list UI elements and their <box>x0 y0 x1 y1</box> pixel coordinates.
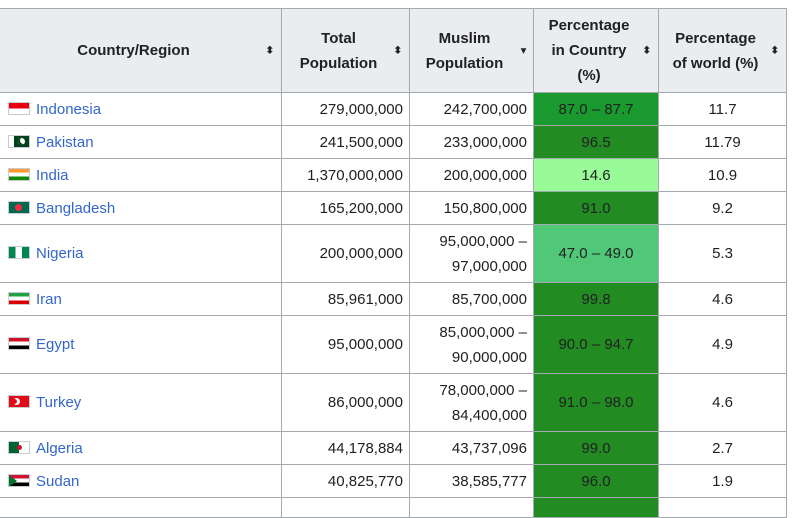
muslim-population-table: Country/Region ⬍ Total Population ⬍ Muslim… <box>0 8 787 518</box>
country-cell: Indonesia <box>0 92 282 126</box>
country-link[interactable]: Bangladesh <box>36 199 116 217</box>
total-population-cell <box>281 497 410 518</box>
muslim-population-cell: 200,000,000 <box>409 158 534 192</box>
country-cell: Sudan <box>0 464 282 498</box>
flag-nigeria-icon <box>8 246 30 259</box>
flag-turkey-icon <box>8 395 30 408</box>
percentage-in-country-cell: 90.0 – 94.7 <box>533 315 659 374</box>
muslim-population-cell: 78,000,000 – 84,400,000 <box>409 373 534 432</box>
flag-algeria-icon <box>8 440 30 454</box>
country-cell: Algeria <box>0 431 282 465</box>
country-cell: Iran <box>0 282 282 316</box>
percentage-in-country-cell: 96.5 <box>533 125 659 159</box>
flag-bangladesh-icon <box>8 200 30 214</box>
total-population-cell: 86,000,000 <box>281 373 410 432</box>
table-row: Iran 85,961,000 85,700,000 99.8 4.6 <box>0 282 787 316</box>
muslim-population-cell: 150,800,000 <box>409 191 534 225</box>
flag-india-icon <box>8 167 30 181</box>
flag-sudan-icon <box>8 473 30 487</box>
country-link[interactable]: Egypt <box>36 336 75 353</box>
percentage-of-world-cell: 11.7 <box>658 92 787 126</box>
country-link[interactable]: Sudan <box>36 472 80 490</box>
header-percentage-in-country[interactable]: Percentage in Country (%) ⬍ <box>533 8 659 93</box>
percentage-in-country-cell: 99.8 <box>533 282 659 316</box>
table-row: Bangladesh 165,200,000 150,800,000 91.0 9.2 <box>0 191 787 225</box>
total-population-cell: 279,000,000 <box>281 92 410 126</box>
total-population-cell: 200,000,000 <box>281 224 410 283</box>
table-row: Egypt 95,000,000 85,000,000 – 90,000,000 90… <box>0 315 787 374</box>
muslim-population-cell: 43,737,096 <box>409 431 534 465</box>
muslim-population-cell: 233,000,000 <box>409 125 534 159</box>
country-cell: Egypt <box>0 315 282 374</box>
percentage-of-world-cell: 10.9 <box>658 158 787 192</box>
percentage-in-country-cell: 91.0 – 98.0 <box>533 373 659 432</box>
table-row: India 1,370,000,000 200,000,000 14.6 10.9 <box>0 158 787 192</box>
country-cell <box>0 497 282 518</box>
muslim-population-cell <box>409 497 534 518</box>
country-link[interactable]: Pakistan <box>36 133 94 151</box>
sort-descending-icon[interactable]: ▾ <box>520 45 526 56</box>
table-row: Pakistan 241,500,000 233,000,000 96.5 11.79 <box>0 125 787 159</box>
country-link[interactable]: Indonesia <box>36 100 102 118</box>
percentage-in-country-cell: 47.0 – 49.0 <box>533 224 659 283</box>
muslim-population-cell: 85,700,000 <box>409 282 534 316</box>
flag-pakistan-icon <box>8 134 30 148</box>
country-link[interactable]: India <box>36 166 69 184</box>
total-population-cell: 95,000,000 <box>281 315 410 374</box>
header-muslim-population[interactable]: Muslim Population ▾ <box>409 8 534 93</box>
percentage-of-world-cell: 4.9 <box>658 315 787 374</box>
country-cell: Pakistan <box>0 125 282 159</box>
percentage-of-world-cell: 4.6 <box>658 373 787 432</box>
table-row: Turkey 86,000,000 78,000,000 – 84,400,000 9… <box>0 373 787 432</box>
table-row: Algeria 44,178,884 43,737,096 99.0 2.7 <box>0 431 787 465</box>
header-percentage-of-world[interactable]: Percentage of world (%) ⬍ <box>658 8 787 93</box>
percentage-of-world-cell: 1.9 <box>658 464 787 498</box>
header-total-population[interactable]: Total Population ⬍ <box>281 8 410 93</box>
percentage-in-country-cell <box>533 497 659 518</box>
country-cell: India <box>0 158 282 192</box>
table-row: Sudan 40,825,770 38,585,777 96.0 1.9 <box>0 464 787 498</box>
percentage-in-country-cell: 91.0 <box>533 191 659 225</box>
country-link[interactable]: Iran <box>36 290 62 308</box>
sort-icon[interactable]: ⬍ <box>770 45 779 56</box>
muslim-population-cell: 38,585,777 <box>409 464 534 498</box>
percentage-of-world-cell: 9.2 <box>658 191 787 225</box>
total-population-cell: 1,370,000,000 <box>281 158 410 192</box>
total-population-cell: 40,825,770 <box>281 464 410 498</box>
percentage-of-world-cell: 11.79 <box>658 125 787 159</box>
country-link[interactable]: Algeria <box>36 439 83 457</box>
flag-indonesia-icon <box>8 101 30 115</box>
sort-icon[interactable]: ⬍ <box>265 45 274 56</box>
header-country[interactable]: Country/Region ⬍ <box>0 8 282 93</box>
sort-icon[interactable]: ⬍ <box>393 45 402 56</box>
country-cell: Turkey <box>0 373 282 432</box>
percentage-of-world-cell <box>658 497 787 518</box>
total-population-cell: 241,500,000 <box>281 125 410 159</box>
flag-iran-icon <box>8 291 30 305</box>
table-row: Indonesia 279,000,000 242,700,000 87.0 – 87… <box>0 92 787 126</box>
muslim-population-cell: 95,000,000 – 97,000,000 <box>409 224 534 283</box>
table-row <box>0 497 787 518</box>
percentage-in-country-cell: 96.0 <box>533 464 659 498</box>
country-link[interactable]: Turkey <box>36 394 82 411</box>
percentage-of-world-cell: 4.6 <box>658 282 787 316</box>
flag-egypt-icon <box>8 337 30 350</box>
muslim-population-cell: 242,700,000 <box>409 92 534 126</box>
percentage-in-country-cell: 14.6 <box>533 158 659 192</box>
percentage-in-country-cell: 99.0 <box>533 431 659 465</box>
country-cell: Bangladesh <box>0 191 282 225</box>
table-row: Nigeria 200,000,000 95,000,000 – 97,000,00… <box>0 224 787 283</box>
total-population-cell: 165,200,000 <box>281 191 410 225</box>
percentage-of-world-cell: 2.7 <box>658 431 787 465</box>
total-population-cell: 85,961,000 <box>281 282 410 316</box>
percentage-of-world-cell: 5.3 <box>658 224 787 283</box>
percentage-in-country-cell: 87.0 – 87.7 <box>533 92 659 126</box>
sort-icon[interactable]: ⬍ <box>642 45 651 56</box>
country-cell: Nigeria <box>0 224 282 283</box>
muslim-population-cell: 85,000,000 – 90,000,000 <box>409 315 534 374</box>
country-link[interactable]: Nigeria <box>36 245 84 262</box>
table-header-row: Country/Region ⬍ Total Population ⬍ Muslim… <box>0 8 787 93</box>
total-population-cell: 44,178,884 <box>281 431 410 465</box>
